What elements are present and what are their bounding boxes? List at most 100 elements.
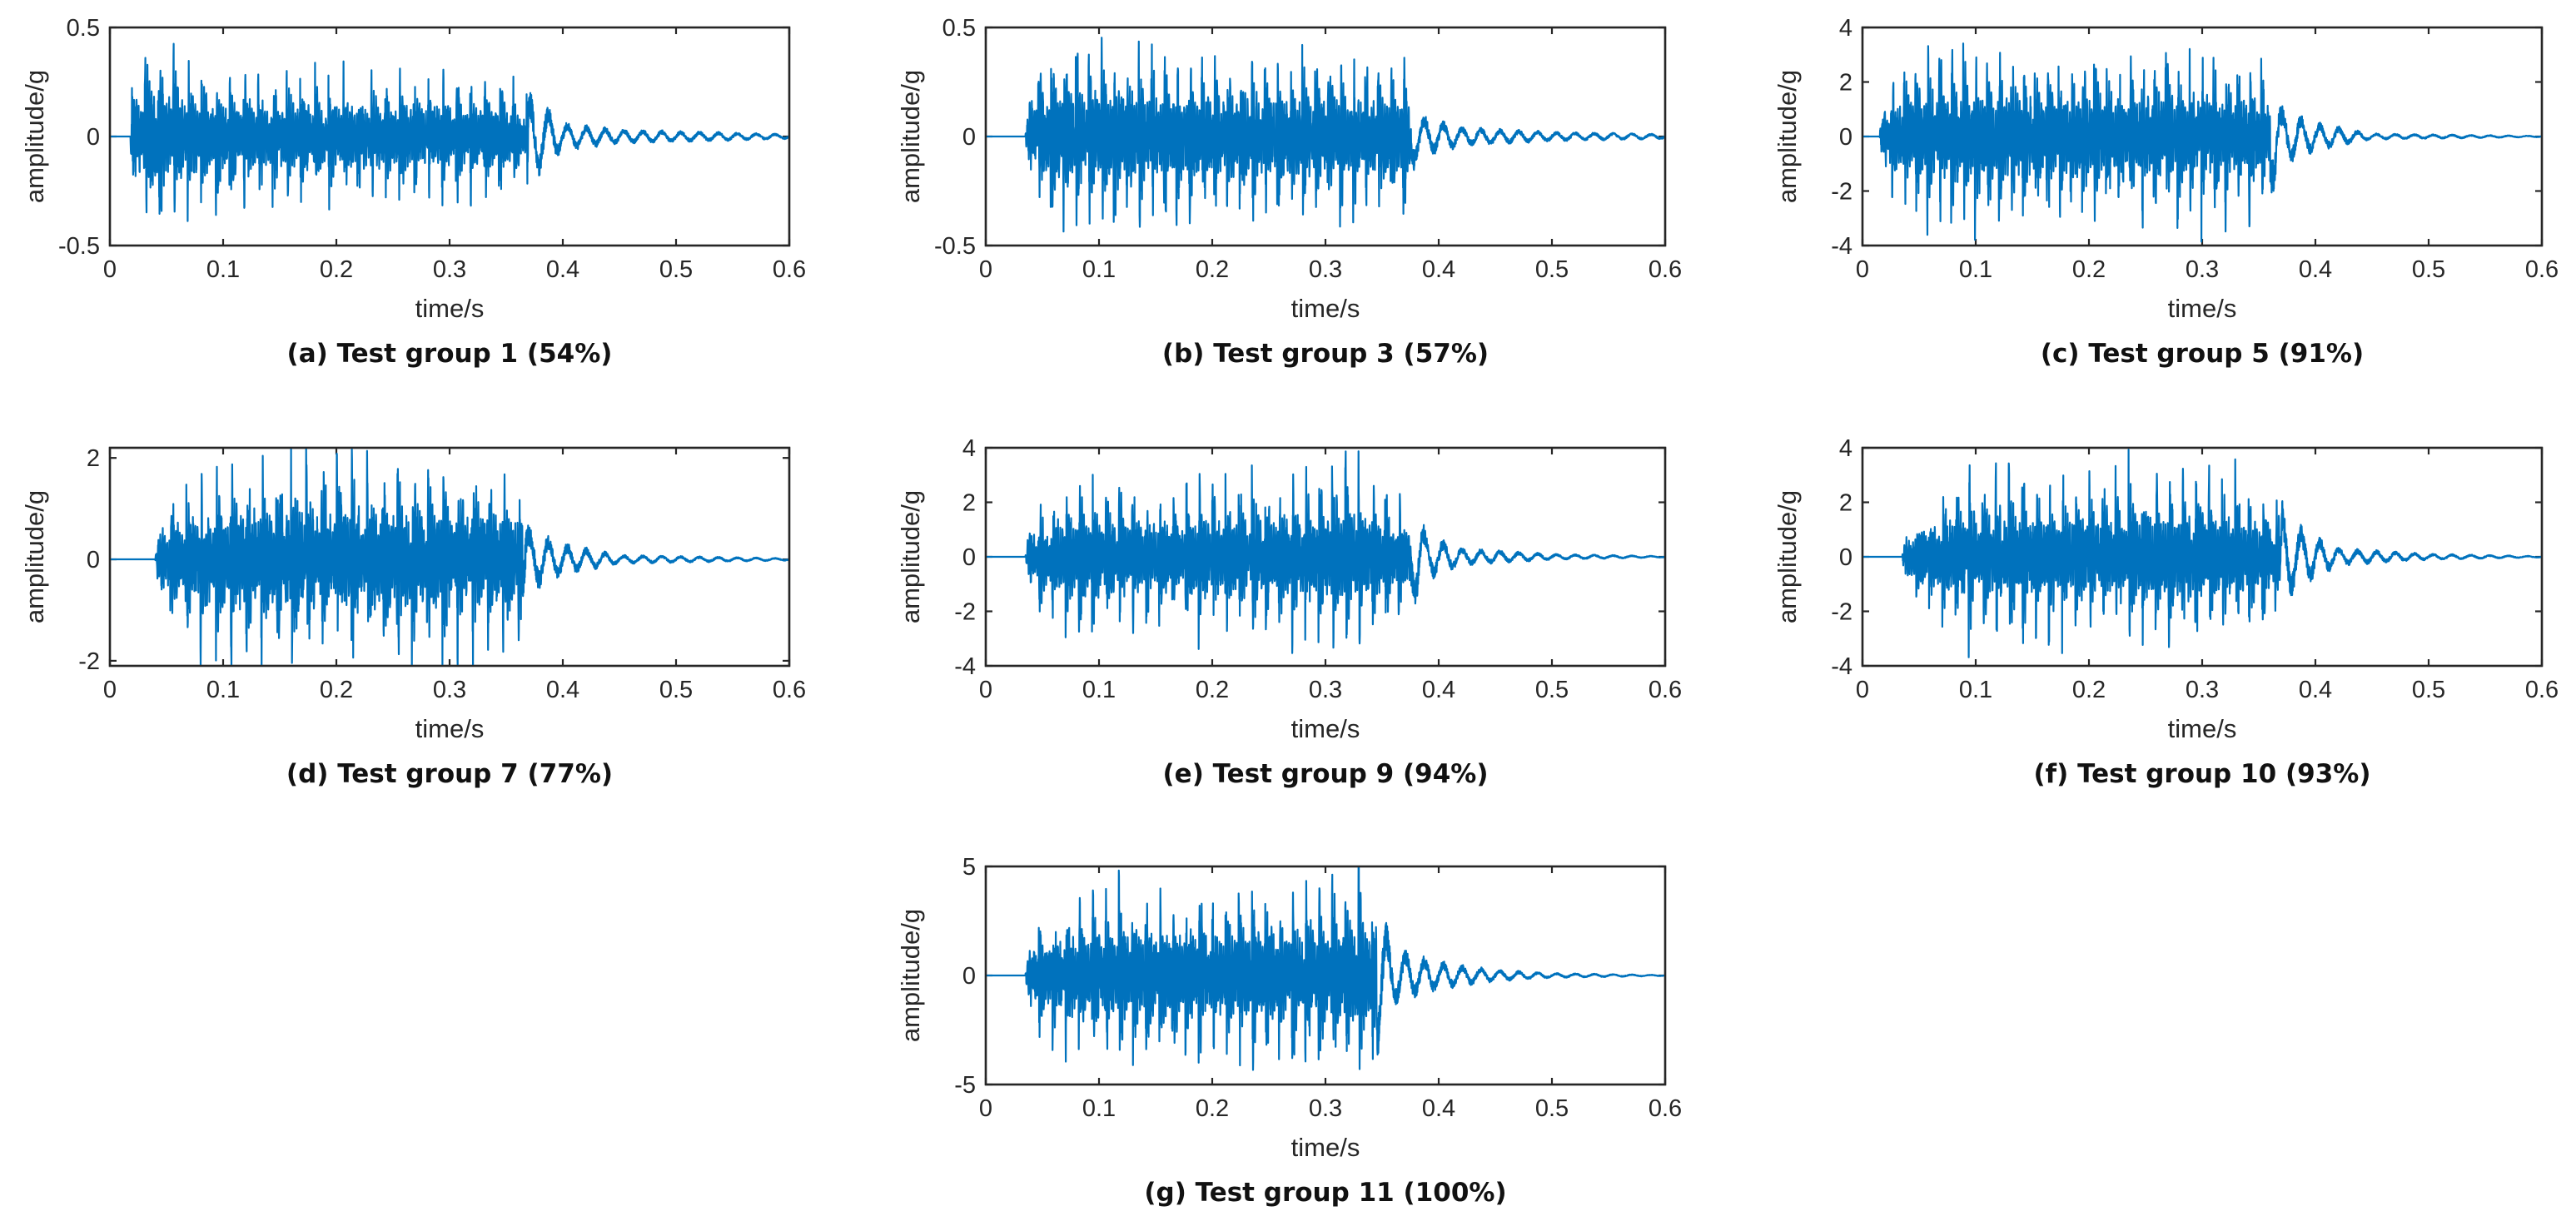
- y-tick-label: 0: [87, 547, 100, 573]
- x-tick-label: 0.1: [1959, 677, 1992, 703]
- x-tick-label: 0.4: [2299, 256, 2332, 283]
- axes-frame: [108, 446, 791, 668]
- y-tick-label: -2: [1831, 599, 1852, 626]
- series-line-acceleration: [110, 448, 789, 666]
- x-tick-label: 0.4: [546, 677, 579, 703]
- panel-a: 0 0.1 0.2 0.3 0.4 0.5 0.6-0.500.5time/samplitu…: [20, 15, 806, 369]
- series-line-acceleration: [1862, 449, 2542, 658]
- x-tick-label: 0.3: [2186, 677, 2219, 703]
- x-tick-label: 0.4: [2299, 677, 2332, 703]
- panel-c: 0 0.1 0.2 0.3 0.4 0.5 0.6 -4 -2 0 2 4 time/s amplitud…: [1773, 15, 2559, 369]
- x-tick-label: 0.5: [2412, 256, 2445, 283]
- x-tick-label: 0.3: [2186, 256, 2219, 283]
- y-tick-label: -5: [954, 1072, 976, 1099]
- y-tick-label: 0: [1839, 544, 1852, 571]
- axes-frame: [984, 446, 1667, 668]
- y-tick-label: 0: [962, 124, 976, 151]
- x-tick-label: 0.1: [1082, 677, 1116, 703]
- x-tick-label: 0.6: [2525, 256, 2559, 283]
- y-tick-label: 2: [87, 445, 100, 472]
- axes-frame: [1861, 446, 2544, 668]
- series-line-acceleration: [986, 450, 1665, 654]
- y-tick-label: 4: [962, 435, 976, 462]
- x-tick-label: 0: [1856, 677, 1869, 703]
- panel-f: 0 0.1 0.2 0.3 0.4 0.5 0.6 -4 -2 0 2 4 time/s amplitud…: [1773, 435, 2559, 789]
- x-tick-label: 0.1: [1082, 256, 1116, 283]
- y-axis-label: amplitude/g: [896, 909, 925, 1042]
- axes-frame: [984, 26, 1667, 247]
- x-tick-label: 0.2: [1196, 256, 1229, 283]
- y-tick-label: 0.5: [67, 15, 100, 42]
- x-tick-label: 0.3: [433, 256, 466, 283]
- x-tick-label: 0.1: [1959, 256, 1992, 283]
- y-tick-label: -2: [78, 648, 100, 675]
- x-tick-label: 0.4: [1422, 677, 1455, 703]
- x-tick-label: 0.3: [1309, 256, 1342, 283]
- x-tick-label: 0.2: [320, 677, 353, 703]
- y-axis-label: amplitude/g: [1773, 490, 1802, 623]
- x-tick-label: 0.6: [773, 256, 806, 283]
- y-axis-label: amplitude/g: [1773, 70, 1802, 203]
- x-axis-label: time/s: [415, 294, 485, 323]
- y-tick-label: -0.5: [58, 233, 100, 260]
- series-line-acceleration: [986, 866, 1665, 1071]
- y-tick-label: -4: [954, 653, 976, 680]
- series-line-acceleration: [1862, 42, 2542, 243]
- panel-d: 0 0.1 0.2 0.3 0.4 0.5 0.6-202time/samplitude/g…: [20, 445, 806, 789]
- y-tick-label: 0: [962, 963, 976, 990]
- x-tick-label: 0.2: [320, 256, 353, 283]
- y-tick-label: 0: [1839, 124, 1852, 151]
- y-tick-label: -4: [1831, 233, 1852, 260]
- x-tick-label: 0.4: [1422, 1095, 1455, 1122]
- y-tick-label: -0.5: [934, 233, 976, 260]
- x-tick-label: 0.2: [2072, 256, 2106, 283]
- x-tick-label: 0.5: [1535, 256, 1569, 283]
- y-axis-label: amplitude/g: [20, 70, 49, 203]
- series-line-acceleration: [110, 42, 789, 222]
- x-tick-label: 0.6: [1649, 677, 1682, 703]
- x-tick-label: 0.5: [2412, 677, 2445, 703]
- x-tick-label: 0.1: [1082, 1095, 1116, 1122]
- x-tick-label: 0: [1856, 256, 1869, 283]
- x-tick-label: 0.5: [659, 256, 693, 283]
- x-axis-label: time/s: [2168, 714, 2237, 743]
- y-tick-label: 2: [1839, 70, 1852, 97]
- x-tick-label: 0.3: [1309, 1095, 1342, 1122]
- x-tick-label: 0: [979, 256, 992, 283]
- x-axis-label: time/s: [415, 714, 485, 743]
- panel-caption: (b) Test group 3 (57%): [1162, 339, 1489, 369]
- x-tick-label: 0.2: [1196, 677, 1229, 703]
- x-tick-label: 0.4: [546, 256, 579, 283]
- x-tick-label: 0.2: [1196, 1095, 1229, 1122]
- y-tick-label: 4: [1839, 435, 1852, 462]
- x-tick-label: 0.6: [773, 677, 806, 703]
- x-tick-label: 0.4: [1422, 256, 1455, 283]
- axes-frame: [1861, 26, 2544, 247]
- x-tick-label: 0: [979, 1095, 992, 1122]
- y-tick-label: 2: [962, 490, 976, 517]
- x-tick-label: 0.5: [1535, 677, 1569, 703]
- panel-caption: (d) Test group 7 (77%): [286, 759, 613, 789]
- panel-g: 0 0.1 0.2 0.3 0.4 0.5 0.6-505time/samplitude/g…: [896, 854, 1682, 1208]
- x-axis-label: time/s: [1291, 1133, 1360, 1162]
- x-axis-label: time/s: [1291, 294, 1360, 323]
- panel-caption: (e) Test group 9 (94%): [1163, 759, 1489, 789]
- panel-caption: (f) Test group 10 (93%): [2033, 759, 2370, 789]
- x-tick-label: 0.3: [1309, 677, 1342, 703]
- x-tick-label: 0.2: [2072, 677, 2106, 703]
- x-tick-label: 0.1: [206, 256, 240, 283]
- x-tick-label: 0.6: [1649, 1095, 1682, 1122]
- x-tick-label: 0.3: [433, 677, 466, 703]
- y-tick-label: 0: [87, 124, 100, 151]
- y-tick-label: -4: [1831, 653, 1852, 680]
- x-tick-label: 0: [979, 677, 992, 703]
- y-tick-label: 0.5: [942, 15, 976, 42]
- y-tick-label: 0: [962, 544, 976, 571]
- y-tick-label: -2: [954, 599, 976, 626]
- y-tick-label: 4: [1839, 15, 1852, 42]
- series-line-acceleration: [986, 37, 1665, 233]
- x-tick-label: 0.5: [659, 677, 693, 703]
- y-axis-label: amplitude/g: [896, 490, 925, 623]
- y-axis-label: amplitude/g: [896, 70, 925, 203]
